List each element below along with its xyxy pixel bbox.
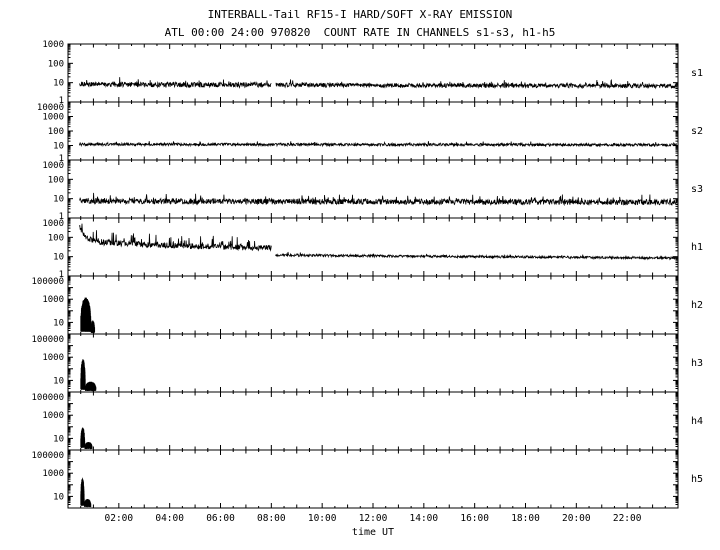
y-tick-label: 1000 xyxy=(42,219,64,229)
figure-subtitle: ATL 00:00 24:00 970820 COUNT RATE IN CHA… xyxy=(164,26,556,39)
x-tick-label: 10:00 xyxy=(308,513,337,524)
panel-frame xyxy=(67,101,679,161)
y-tick-label: 10 xyxy=(53,376,64,386)
y-tick-label: 10 xyxy=(53,142,64,152)
trace-s2 xyxy=(79,140,678,148)
y-tick-label: 1000 xyxy=(42,161,64,171)
burst-h4 xyxy=(84,442,93,450)
panel-frame xyxy=(67,333,679,393)
y-tick-label: 100 xyxy=(48,127,64,137)
x-tick-label: 04:00 xyxy=(155,513,184,524)
y-tick-label: 1 xyxy=(59,270,64,280)
y-tick-label: 10 xyxy=(53,434,64,444)
trace-h1 xyxy=(275,251,677,261)
y-tick-label: 1000 xyxy=(42,469,64,479)
burst-h2 xyxy=(90,320,96,334)
figure-title: INTERBALL-Tail RF15-I HARD/SOFT X-RAY EM… xyxy=(207,8,513,21)
panel-label-h4: h4 xyxy=(691,416,703,427)
burst-h5 xyxy=(80,477,85,506)
y-tick-label: 10 xyxy=(53,79,64,89)
y-tick-label: 10 xyxy=(53,195,64,205)
trace-h1 xyxy=(79,223,272,252)
y-tick-label: 100000 xyxy=(31,277,64,287)
y-tick-label: 1 xyxy=(59,212,64,222)
panel-frame xyxy=(67,275,679,335)
y-tick-label: 1000 xyxy=(42,295,64,305)
panel-label-h1: h1 xyxy=(691,242,703,253)
y-tick-label: 100 xyxy=(48,233,64,243)
panel-label-s2: s2 xyxy=(691,126,703,137)
trace-s1 xyxy=(275,79,678,90)
x-tick-label: 18:00 xyxy=(511,513,540,524)
panel-s3: 1 10 100 1000 s3 xyxy=(42,159,703,222)
y-tick-label: 1000 xyxy=(42,113,64,123)
burst-h5 xyxy=(83,499,92,508)
y-tick-label: 100 xyxy=(48,175,64,185)
burst-h3 xyxy=(80,359,86,390)
panel-label-h3: h3 xyxy=(691,358,703,369)
x-tick-label: 14:00 xyxy=(410,513,439,524)
y-tick-label: 100 xyxy=(48,59,64,69)
panel-frame xyxy=(67,159,679,219)
panel-frame xyxy=(67,391,679,451)
y-tick-label: 1000 xyxy=(42,411,64,421)
panel-label-s3: s3 xyxy=(691,184,703,195)
y-tick-label: 1 xyxy=(59,96,64,106)
y-tick-label: 10 xyxy=(53,492,64,502)
x-tick-label: 22:00 xyxy=(613,513,642,524)
x-axis-title: time UT xyxy=(352,527,394,538)
burst-h2 xyxy=(80,297,92,332)
panel-frame xyxy=(67,449,679,509)
y-tick-label: 100000 xyxy=(31,335,64,345)
burst-h3 xyxy=(84,381,97,392)
y-tick-label: 1000 xyxy=(42,40,64,50)
panel-s1: 1 10 100 1000 s1 xyxy=(42,40,703,106)
x-tick-label: 12:00 xyxy=(359,513,388,524)
x-tick-label: 02:00 xyxy=(105,513,134,524)
x-tick-label: 16:00 xyxy=(460,513,489,524)
panel-h5: 10 1000 100000 h5 xyxy=(31,449,703,509)
trace-s1 xyxy=(79,77,272,89)
burst-h4 xyxy=(80,427,86,448)
panel-h4: 10 1000 100000 h4 xyxy=(31,391,703,451)
trace-s3 xyxy=(79,192,678,207)
x-tick-label: 08:00 xyxy=(257,513,286,524)
y-tick-label: 100000 xyxy=(31,451,64,461)
y-tick-label: 10000 xyxy=(37,103,64,113)
y-tick-label: 10 xyxy=(53,318,64,328)
panel-h3: 10 1000 100000 h3 xyxy=(31,333,703,393)
y-tick-label: 1 xyxy=(59,154,64,164)
panel-h2: 10 1000 100000 h2 xyxy=(31,275,703,335)
panel-label-h5: h5 xyxy=(691,474,703,485)
y-tick-label: 1000 xyxy=(42,353,64,363)
panel-h1: 1 10 100 1000 h1 xyxy=(42,217,703,280)
panel-label-s1: s1 xyxy=(691,68,703,79)
panel-frame xyxy=(67,43,679,103)
x-tick-label: 06:00 xyxy=(206,513,235,524)
y-tick-label: 10 xyxy=(53,253,64,263)
y-tick-label: 100000 xyxy=(31,393,64,403)
x-tick-label: 20:00 xyxy=(562,513,591,524)
panel-label-h2: h2 xyxy=(691,300,703,311)
